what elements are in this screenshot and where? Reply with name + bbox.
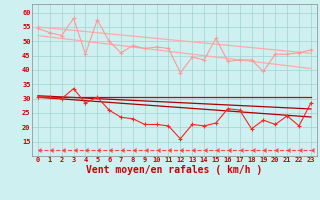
X-axis label: Vent moyen/en rafales ( km/h ): Vent moyen/en rafales ( km/h ) bbox=[86, 165, 262, 175]
